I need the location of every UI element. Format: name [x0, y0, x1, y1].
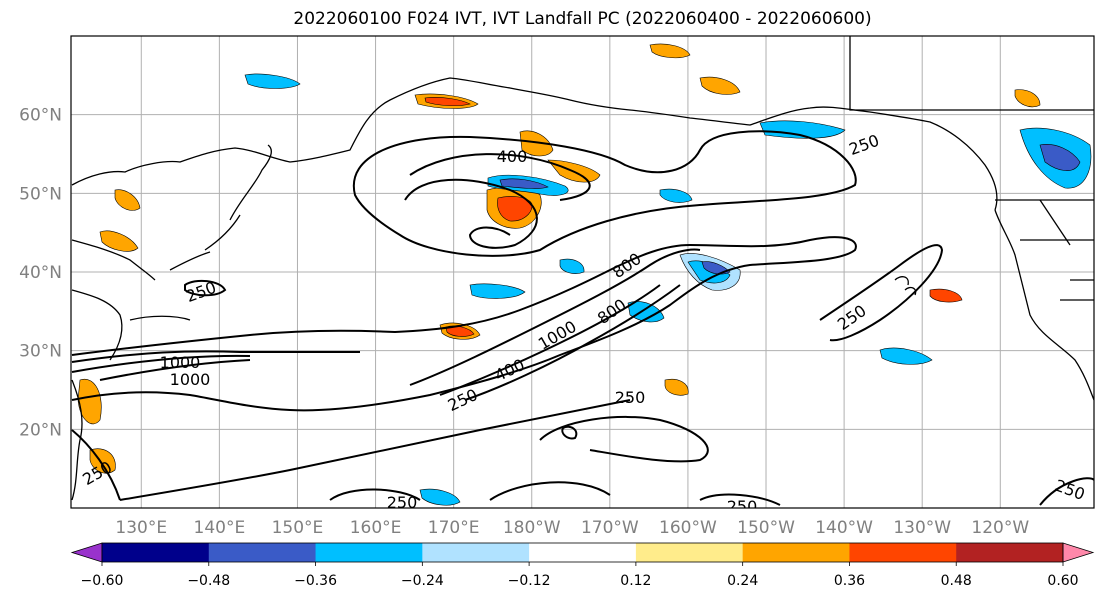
colorbar-segment [529, 543, 637, 562]
longitude-label: 140°W [815, 518, 873, 538]
contour-label: 1000 [160, 353, 201, 372]
colorbar-segment [102, 543, 210, 562]
map-title: 2022060100 F024 IVT, IVT Landfall PC (20… [293, 9, 872, 29]
colorbar-tick-label: 0.60 [1047, 573, 1078, 589]
colorbar-segment [315, 543, 423, 562]
contour-label: 250 [615, 388, 646, 407]
longitude-labels: 130°E 140°E 150°E 160°E 170°E 180°W 170°W 160°W… [115, 518, 1029, 538]
longitude-label: 180°W [503, 518, 561, 538]
ivt-contours [71, 130, 1094, 506]
latitude-label: 30°N [19, 342, 62, 362]
longitude-label: 170°W [581, 518, 639, 538]
longitude-label: 130°W [893, 518, 951, 538]
contour-label: 250 [387, 493, 418, 512]
colorbar-segment [742, 543, 850, 562]
colorbar-extend-high [1062, 542, 1095, 563]
colorbar-tick-label: 0.36 [834, 573, 865, 589]
map-frame [70, 35, 1095, 509]
pc-shading [77, 43, 1092, 506]
longitude-label: 160°W [659, 518, 717, 538]
colorbar-tick-label: 0.48 [941, 573, 972, 589]
colorbar-tick-label: 0.12 [620, 573, 651, 589]
longitude-label: 150°E [272, 518, 324, 538]
colorbar-extend-low [70, 542, 103, 563]
colorbar-segment [849, 543, 957, 562]
colorbar-segment [422, 543, 530, 562]
colorbar-segment [635, 543, 744, 562]
colorbar-segment [956, 543, 1064, 562]
longitude-label: 130°E [115, 518, 167, 538]
longitude-label: 140°E [194, 518, 246, 538]
colorbar-tick-label: −0.60 [81, 573, 124, 589]
longitude-label: 160°E [350, 518, 402, 538]
colorbar-segment [208, 543, 317, 562]
latitude-label: 20°N [19, 420, 62, 440]
colorbar-tick-label: −0.48 [187, 573, 230, 589]
colorbar-tick-label: 0.24 [727, 573, 758, 589]
contour-label: 1000 [170, 370, 211, 389]
latitude-labels: 20°N 30°N 40°N 50°N 60°N [19, 106, 62, 441]
longitude-label: 150°W [737, 518, 795, 538]
coastlines [71, 36, 1094, 501]
latitude-label: 40°N [19, 263, 62, 283]
longitude-label: 170°E [428, 518, 480, 538]
latitude-label: 50°N [19, 184, 62, 204]
colorbar-ticks: −0.60 −0.48 −0.36 −0.24 −0.12 0.12 0.24 0.36 0.4… [81, 562, 1079, 589]
colorbar-tick-label: −0.24 [401, 573, 444, 589]
contour-label: 400 [497, 147, 528, 166]
latitude-label: 60°N [19, 106, 62, 126]
colorbar [70, 542, 1095, 563]
contour-label-group: 400 250 250 1000 1000 800 800 1000 400 2… [79, 131, 1087, 516]
colorbar-tick-label: −0.12 [508, 573, 551, 589]
longitude-label: 120°W [971, 518, 1029, 538]
contour-label: 250 [727, 497, 758, 516]
colorbar-outline [101, 542, 1064, 563]
colorbar-tick-label: −0.36 [294, 573, 337, 589]
